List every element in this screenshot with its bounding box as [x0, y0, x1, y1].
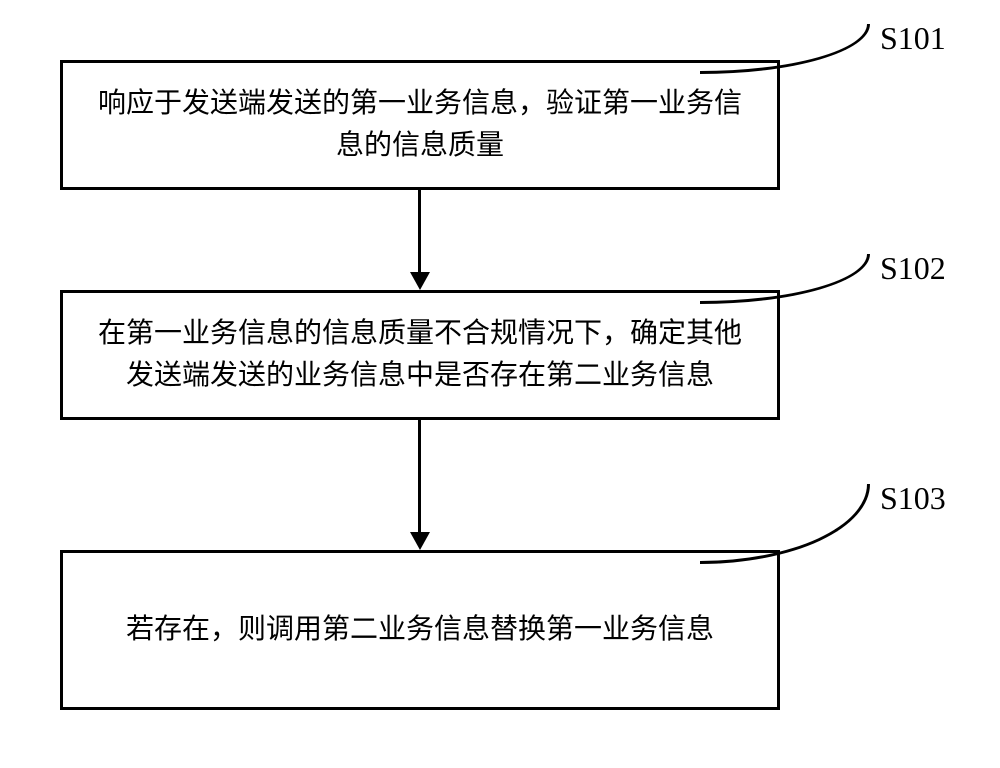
step-box-s102: 在第一业务信息的信息质量不合规情况下，确定其他发送端发送的业务信息中是否存在第二… [60, 290, 780, 420]
step-label-s102: S102 [880, 250, 946, 287]
step-label-s101: S101 [880, 20, 946, 57]
arrow-head-2 [410, 532, 430, 550]
connector-s101 [700, 24, 870, 74]
arrow-line-1 [418, 190, 421, 280]
step-text-s103: 若存在，则调用第二业务信息替换第一业务信息 [126, 609, 714, 651]
step-box-s103: 若存在，则调用第二业务信息替换第一业务信息 [60, 550, 780, 710]
step-label-s103: S103 [880, 480, 946, 517]
flowchart-container: 响应于发送端发送的第一业务信息，验证第一业务信息的信息质量 S101 在第一业务… [0, 0, 1000, 768]
step-text-s102: 在第一业务信息的信息质量不合规情况下，确定其他发送端发送的业务信息中是否存在第二… [93, 313, 747, 397]
step-box-s101: 响应于发送端发送的第一业务信息，验证第一业务信息的信息质量 [60, 60, 780, 190]
connector-s102 [700, 254, 870, 304]
connector-s103 [700, 484, 870, 564]
arrow-head-1 [410, 272, 430, 290]
step-text-s101: 响应于发送端发送的第一业务信息，验证第一业务信息的信息质量 [93, 83, 747, 167]
arrow-line-2 [418, 420, 421, 540]
